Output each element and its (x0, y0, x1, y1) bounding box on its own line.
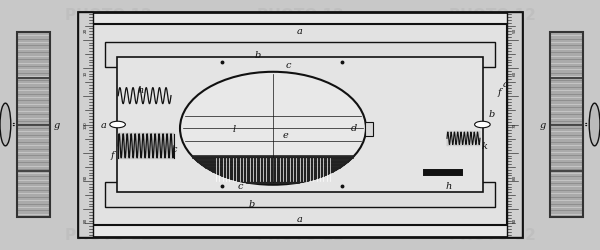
Text: b: b (249, 199, 255, 208)
Text: 100: 100 (83, 121, 88, 129)
Bar (17, 32, 50, 218)
Bar (105, 42, 495, 68)
Text: PHOTO 12: PHOTO 12 (449, 228, 535, 242)
Bar (78, 12, 522, 237)
Text: a: a (101, 120, 107, 130)
Text: PHOTO 12: PHOTO 12 (257, 8, 343, 22)
Text: b: b (255, 50, 261, 59)
Text: PHOTO 12: PHOTO 12 (65, 8, 151, 22)
Text: a: a (297, 214, 303, 223)
Text: 80: 80 (512, 174, 517, 179)
Text: 60: 60 (512, 71, 517, 76)
Ellipse shape (589, 104, 600, 146)
Text: f: f (111, 150, 115, 160)
Text: b: b (489, 109, 495, 118)
Ellipse shape (180, 72, 366, 185)
Text: c: c (237, 182, 243, 191)
Bar (17, 32, 50, 218)
Text: k: k (482, 142, 488, 151)
Text: 90: 90 (83, 174, 88, 179)
Text: e: e (282, 130, 288, 140)
Text: a: a (502, 79, 508, 88)
Bar (117, 58, 483, 192)
Bar (93, 25, 507, 225)
Text: l: l (232, 124, 236, 133)
Bar (550, 32, 583, 218)
Bar (507, 12, 522, 237)
Text: 80: 80 (83, 217, 88, 222)
Text: 10: 10 (83, 71, 88, 76)
Text: 50: 50 (512, 28, 517, 33)
Text: c: c (171, 144, 177, 153)
Circle shape (475, 122, 490, 128)
Text: 90: 90 (512, 217, 517, 222)
Bar (365, 122, 373, 136)
Text: 20: 20 (83, 28, 88, 33)
Ellipse shape (0, 104, 11, 146)
Text: c: c (285, 60, 291, 70)
Bar (105, 182, 495, 208)
Text: h: h (138, 86, 144, 94)
Text: 70: 70 (512, 122, 517, 128)
Text: g: g (540, 120, 546, 130)
Circle shape (110, 122, 125, 128)
Text: d: d (351, 123, 357, 132)
Bar (550, 32, 583, 218)
Text: PHOTO 12: PHOTO 12 (65, 228, 151, 242)
Text: PHOTO 12: PHOTO 12 (449, 8, 535, 22)
Text: PHOTO 12: PHOTO 12 (257, 228, 343, 242)
Text: f: f (497, 88, 501, 97)
Text: a: a (297, 27, 303, 36)
Text: h: h (446, 182, 452, 191)
Text: g: g (54, 120, 60, 130)
Bar (78, 12, 93, 237)
